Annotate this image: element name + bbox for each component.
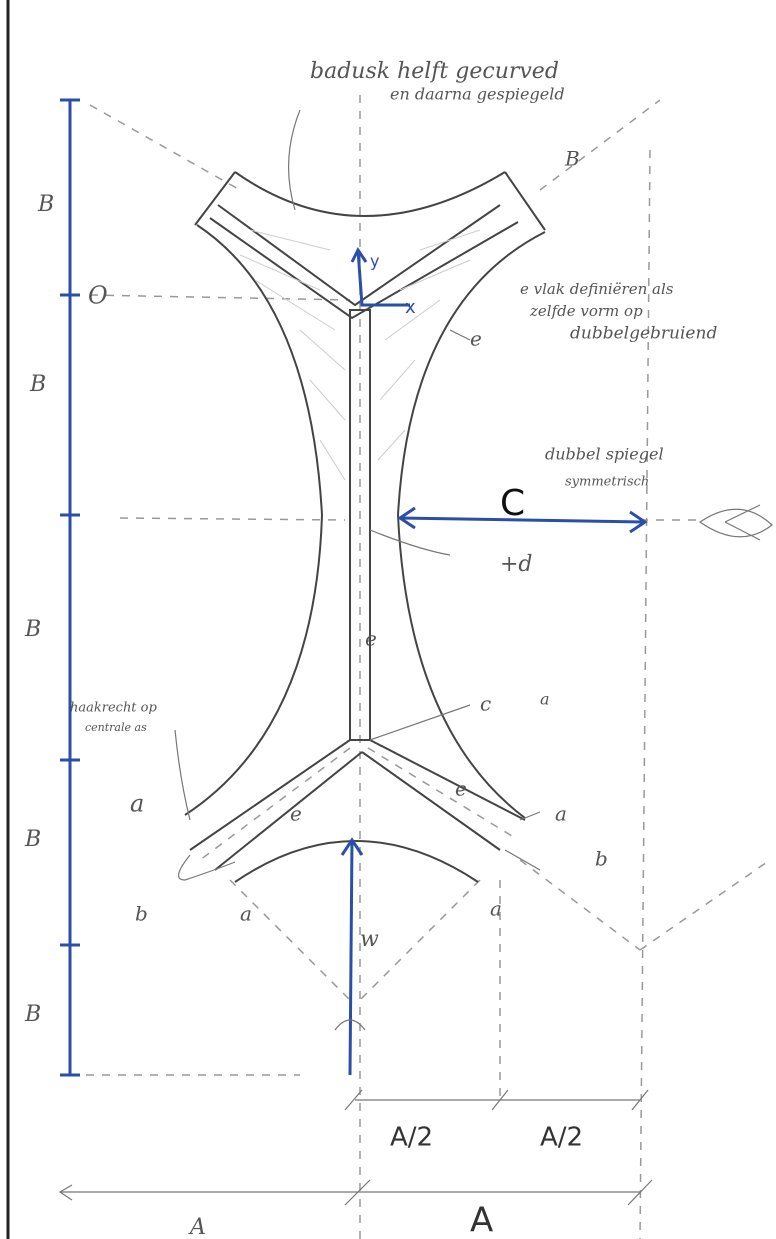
paper <box>0 0 776 1239</box>
plane-note: e vlak definiëren als <box>520 280 674 298</box>
width-label: w <box>360 927 379 952</box>
perpendicular-note: centrale as <box>85 721 147 734</box>
thickness-label: e <box>365 627 377 651</box>
point-label: a <box>240 902 252 926</box>
origin-label: O <box>88 282 108 310</box>
point-label: a <box>130 790 144 818</box>
height-label: B <box>24 1002 41 1027</box>
offset-label: +d <box>500 552 533 577</box>
top-note: badusk helft gecurved <box>310 59 559 84</box>
half-width: A/2 <box>540 1123 583 1153</box>
width: A <box>188 1215 206 1239</box>
axis-label: y <box>370 252 379 271</box>
point-label: c <box>480 692 491 716</box>
top-note: en daarna gespiegeld <box>390 85 565 104</box>
center-label: C <box>500 483 525 524</box>
perpendicular-note: haakrecht op <box>70 701 157 716</box>
axis-label: x <box>405 297 416 318</box>
width: A <box>470 1201 493 1239</box>
height-label: B <box>24 617 41 642</box>
point-label: a <box>555 802 567 826</box>
height-label: B <box>24 827 41 852</box>
thickness-label: e <box>290 802 302 826</box>
half-width: A/2 <box>390 1123 433 1153</box>
point-label: b <box>135 902 148 926</box>
plane-note: zelfde vorm op <box>529 302 643 320</box>
point-label: b <box>595 847 608 871</box>
thickness-label: e <box>455 777 467 801</box>
mirror-note: symmetrisch <box>565 475 649 490</box>
point-label: a <box>490 897 502 921</box>
height-label: B <box>37 192 54 217</box>
sketch: badusk helft gecurved en daarna gespiege… <box>0 0 776 1239</box>
thickness-label: e <box>470 327 482 351</box>
plane-note: dubbelgebruiend <box>570 324 717 344</box>
height-label: B <box>564 147 580 171</box>
mirror-note: dubbel spiegel <box>545 445 664 464</box>
height-label: B <box>29 372 46 397</box>
point-label: a <box>540 690 550 709</box>
